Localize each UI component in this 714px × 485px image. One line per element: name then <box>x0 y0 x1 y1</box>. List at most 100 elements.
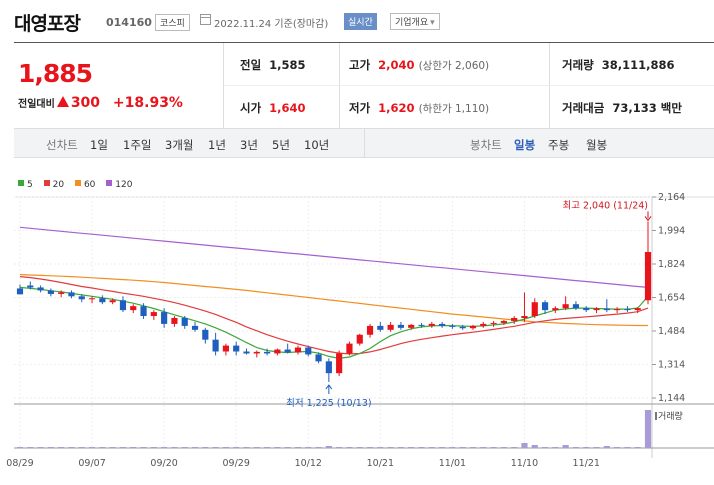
candle-body <box>130 306 137 311</box>
period-10y[interactable]: 10년 <box>304 138 330 152</box>
candle-body <box>459 326 466 329</box>
change-label: 전일대비 <box>18 99 55 110</box>
period-1w[interactable]: 1주일 <box>123 138 152 152</box>
volume-bar <box>583 447 590 448</box>
candle-chart-label: 봉차트 <box>470 138 502 152</box>
candle-body <box>274 349 281 354</box>
candle-body <box>58 292 65 294</box>
x-tick-label: 10/21 <box>367 458 394 469</box>
volume-label: 거래량 <box>658 410 683 422</box>
bar-divider <box>364 129 365 157</box>
volume-bar <box>263 447 271 448</box>
candle-body <box>552 308 559 311</box>
candle-body <box>500 320 507 323</box>
ma-line-ma20 <box>19 276 649 355</box>
volume-bar <box>305 447 312 448</box>
volume-bar <box>480 447 487 448</box>
candle-body <box>439 323 446 326</box>
volume-bar <box>644 410 652 448</box>
candle-body <box>37 287 44 291</box>
candle-daily[interactable]: 일봉 <box>514 138 536 152</box>
volume-bar <box>243 447 250 448</box>
candle-body <box>99 298 106 303</box>
volume-bar <box>511 447 518 448</box>
candle-body <box>397 324 405 328</box>
candle-body <box>593 308 600 311</box>
volume-bar <box>346 447 353 448</box>
candle-body <box>336 353 343 374</box>
realtime-button[interactable]: 실시간 <box>344 13 377 30</box>
candle-body <box>356 334 363 344</box>
y-tick-label: 1,654 <box>658 293 685 304</box>
candle-body <box>469 325 477 329</box>
volume-bar <box>171 447 178 448</box>
volume-bar <box>130 447 137 448</box>
volume-bar <box>325 446 332 448</box>
candle-body <box>161 312 168 324</box>
volume-bar <box>68 447 75 448</box>
period-selector-bar: 선차트 1일 1주일 3개월 1년 3년 5년 10년 봉차트 일봉 주봉 월봉 <box>14 128 714 158</box>
candle-body <box>27 285 34 288</box>
stats-row-divider <box>224 85 714 86</box>
candle-body <box>377 325 384 330</box>
volume-bar <box>202 447 209 448</box>
volume-bar <box>58 447 65 448</box>
candle-body <box>634 308 641 311</box>
period-3m[interactable]: 3개월 <box>165 138 194 152</box>
volume-bar <box>140 447 147 448</box>
volume-bar <box>552 447 559 448</box>
stat-volume-value: 38,111,886 <box>601 58 675 72</box>
max-arrow-head <box>644 216 652 222</box>
stat-amount-unit: 백만 <box>660 101 682 115</box>
x-tick-label: 11/10 <box>511 458 538 469</box>
period-5y[interactable]: 5년 <box>272 138 290 152</box>
period-1y[interactable]: 1년 <box>208 138 226 152</box>
stock-code: 014160 <box>106 16 152 29</box>
x-tick-label: 11/21 <box>573 458 600 469</box>
volume-bar <box>356 447 363 448</box>
volume-bar <box>408 447 415 448</box>
candle-body <box>109 300 116 303</box>
candle-body <box>243 351 250 354</box>
x-tick-label: 09/20 <box>150 458 177 469</box>
volume-bar <box>88 447 96 448</box>
volume-bar <box>150 447 157 448</box>
period-1d[interactable]: 1일 <box>90 138 108 152</box>
candle-body <box>88 298 96 300</box>
candle-body <box>284 349 291 353</box>
volume-bar <box>490 447 497 448</box>
volume-bar <box>439 447 446 448</box>
company-info-dropdown[interactable]: 기업개요 ▾ <box>390 13 440 30</box>
x-tick-label: 09/07 <box>78 458 105 469</box>
candle-weekly[interactable]: 주봉 <box>548 138 570 152</box>
volume-bar <box>397 447 405 448</box>
volume-bar <box>377 447 384 448</box>
volume-bar <box>212 447 219 448</box>
y-tick-label: 2,164 <box>658 192 685 203</box>
volume-bar <box>181 447 188 448</box>
candle-body <box>202 329 209 340</box>
candle-monthly[interactable]: 월봉 <box>586 138 608 152</box>
volume-bar <box>109 447 116 448</box>
candle-body <box>263 351 271 354</box>
volume-bar <box>222 447 229 448</box>
candle-body <box>181 317 188 326</box>
volume-bar <box>418 447 425 448</box>
volume-bar <box>387 447 394 448</box>
candle-body <box>140 306 147 317</box>
header-divider <box>14 42 714 43</box>
volume-bar <box>233 447 240 448</box>
candle-body <box>624 309 631 311</box>
stat-amount: 거래대금 73,133 백만 <box>562 100 682 116</box>
up-triangle-icon <box>56 96 69 107</box>
candle-body <box>603 308 610 311</box>
period-3y[interactable]: 3년 <box>240 138 258 152</box>
stat-prev: 전일 1,585 <box>240 57 306 73</box>
current-price: 1,885 <box>18 59 93 88</box>
candle-body <box>233 345 240 352</box>
candle-body <box>346 343 353 354</box>
volume-bar <box>634 447 641 448</box>
calendar-icon <box>200 14 211 25</box>
stat-high: 고가 2,040 (상한가 2,060) <box>349 57 489 73</box>
